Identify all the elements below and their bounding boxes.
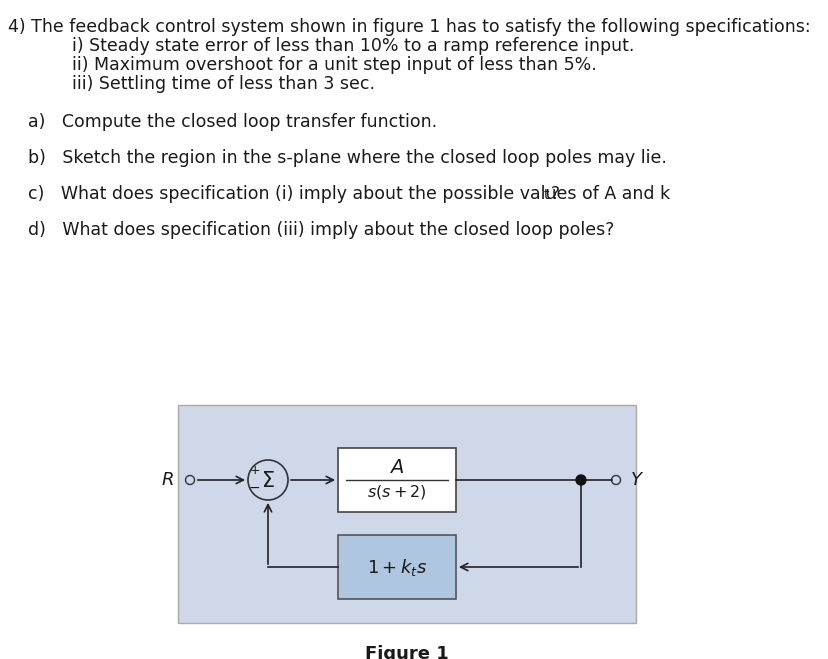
Circle shape	[575, 475, 585, 485]
Text: $\Sigma$: $\Sigma$	[261, 471, 275, 491]
Text: Figure 1: Figure 1	[364, 645, 448, 659]
Circle shape	[611, 476, 619, 484]
Bar	[178, 405, 635, 623]
Text: $Y$: $Y$	[629, 471, 643, 489]
Text: $s(s+2)$: $s(s+2)$	[367, 483, 426, 501]
Text: 4) The feedback control system shown in figure 1 has to satisfy the following sp: 4) The feedback control system shown in …	[8, 18, 810, 36]
Bar	[338, 535, 455, 599]
Text: ?: ?	[551, 185, 560, 203]
Text: a)   Compute the closed loop transfer function.: a) Compute the closed loop transfer func…	[28, 113, 436, 131]
Text: $A$: $A$	[389, 458, 404, 477]
Text: i) Steady state error of less than 10% to a ramp reference input.: i) Steady state error of less than 10% t…	[72, 37, 633, 55]
Circle shape	[185, 476, 195, 484]
Text: b)   Sketch the region in the s-plane where the closed loop poles may lie.: b) Sketch the region in the s-plane wher…	[28, 149, 666, 167]
Text: $R$: $R$	[161, 471, 174, 489]
Text: c)   What does specification (i) imply about the possible values of A and k: c) What does specification (i) imply abo…	[28, 185, 669, 203]
Text: ii) Maximum overshoot for a unit step input of less than 5%.: ii) Maximum overshoot for a unit step in…	[72, 56, 596, 74]
Text: $1 + k_t s$: $1 + k_t s$	[366, 556, 426, 577]
Bar	[338, 448, 455, 512]
Circle shape	[248, 460, 287, 500]
Text: iii) Settling time of less than 3 sec.: iii) Settling time of less than 3 sec.	[72, 75, 374, 93]
Text: d)   What does specification (iii) imply about the closed loop poles?: d) What does specification (iii) imply a…	[28, 221, 614, 239]
Text: −: −	[248, 481, 260, 495]
Text: t: t	[543, 188, 549, 202]
Text: +: +	[250, 464, 260, 477]
